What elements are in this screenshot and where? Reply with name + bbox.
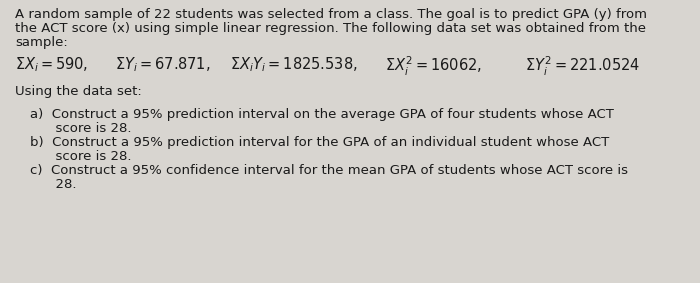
Text: a)  Construct a 95% prediction interval on the average GPA of four students whos: a) Construct a 95% prediction interval o…: [30, 108, 614, 121]
Text: $\Sigma X_i = 590,$: $\Sigma X_i = 590,$: [15, 55, 88, 74]
Text: $\Sigma X_i^2 = 16062,$: $\Sigma X_i^2 = 16062,$: [385, 55, 482, 78]
Text: score is 28.: score is 28.: [30, 122, 132, 135]
Text: c)  Construct a 95% confidence interval for the mean GPA of students whose ACT s: c) Construct a 95% confidence interval f…: [30, 164, 628, 177]
Text: the ACT score (x) using simple linear regression. The following data set was obt: the ACT score (x) using simple linear re…: [15, 22, 646, 35]
Text: $\Sigma Y_i = 67.871,$: $\Sigma Y_i = 67.871,$: [115, 55, 211, 74]
Text: 28.: 28.: [30, 178, 76, 191]
Text: b)  Construct a 95% prediction interval for the GPA of an individual student who: b) Construct a 95% prediction interval f…: [30, 136, 609, 149]
Text: A random sample of 22 students was selected from a class. The goal is to predict: A random sample of 22 students was selec…: [15, 8, 647, 21]
Text: score is 28.: score is 28.: [30, 150, 132, 163]
Text: $\Sigma X_iY_i = 1825.538,$: $\Sigma X_iY_i = 1825.538,$: [230, 55, 358, 74]
Text: Using the data set:: Using the data set:: [15, 85, 141, 98]
Text: $\Sigma Y_i^2 = 221.0524$: $\Sigma Y_i^2 = 221.0524$: [525, 55, 640, 78]
Text: sample:: sample:: [15, 36, 68, 49]
